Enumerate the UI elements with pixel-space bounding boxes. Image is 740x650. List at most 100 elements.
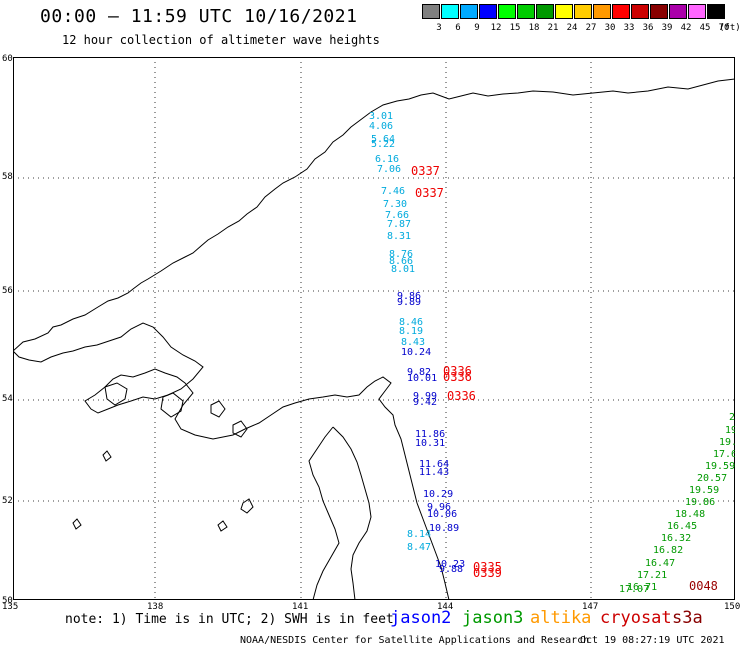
swh-obs-green: 16.45 <box>667 521 697 532</box>
scale-swatch-3 <box>422 4 440 19</box>
swh-obs-green: 17.67 <box>713 449 735 460</box>
scale-label: 42 <box>680 23 692 33</box>
pass-time-red: 0337 <box>415 186 444 200</box>
swh-obs-blue: 9.42 <box>413 397 437 408</box>
lon-label: 138 <box>147 602 164 612</box>
scale-swatch-36 <box>631 4 649 19</box>
scale-label: 39 <box>661 23 673 33</box>
scale-label: 21 <box>547 23 559 33</box>
swh-obs-blue: 10.29 <box>423 489 453 500</box>
swh-obs-green: 20.57 <box>697 473 727 484</box>
swh-obs-cyan: 8.01 <box>391 264 415 275</box>
scale-label: 15 <box>509 23 521 33</box>
scale-swatch-24 <box>555 4 573 19</box>
satellite-legend-s3a: s3a <box>672 608 703 628</box>
pass-time-red: 0337 <box>411 164 440 178</box>
lon-label: 144 <box>437 602 454 612</box>
scale-swatch-27 <box>574 4 592 19</box>
swh-obs-cyan: 4.06 <box>369 121 393 132</box>
lat-label: 50 <box>2 596 13 606</box>
sakhalin-island <box>308 426 372 600</box>
swh-obs-blue: 9.82 <box>407 367 431 378</box>
scale-label: 9 <box>474 23 480 33</box>
swh-obs-blue: 9.86 <box>397 291 421 302</box>
swh-obs-cyan: 3.01 <box>369 111 393 122</box>
scale-label: 24 <box>566 23 578 33</box>
swh-obs-cyan: 6.16 <box>375 154 399 165</box>
scale-label: 12 <box>490 23 502 33</box>
swh-obs-blue: 11.43 <box>419 467 449 478</box>
lat-label: 54 <box>2 394 13 404</box>
swh-obs-cyan: 8.47 <box>407 542 431 553</box>
pass-time-red: 0336 <box>447 389 476 403</box>
lon-label: 150 <box>724 602 740 612</box>
scale-swatch-30 <box>593 4 611 19</box>
scale-swatch-42 <box>669 4 687 19</box>
pass-time-red: 0336 <box>443 370 472 384</box>
scale-label: 30 <box>604 23 616 33</box>
swh-obs-cyan: 7.46 <box>381 186 405 197</box>
scale-label: 36 <box>642 23 654 33</box>
swh-obs-cyan: 8.14 <box>407 529 431 540</box>
swh-obs-green: 16.82 <box>653 545 683 556</box>
swh-obs-green: 19.59 <box>689 485 719 496</box>
pass-time-darkred: 0048 <box>689 579 718 593</box>
lon-label: 147 <box>582 602 599 612</box>
satellite-legend-altika: altika <box>530 608 592 628</box>
swh-obs-blue: 10.01 <box>407 373 437 384</box>
scale-swatch-33 <box>612 4 630 19</box>
swh-obs-cyan: 8.19 <box>399 326 423 337</box>
coastline-west-islands <box>72 382 254 532</box>
swh-obs-green: 17.07 <box>619 584 649 595</box>
lat-label: 52 <box>2 496 13 506</box>
swh-obs-cyan: 8.31 <box>387 231 411 242</box>
swh-obs-blue: 9.99 <box>413 391 437 402</box>
scale-swatch-70 <box>707 4 725 19</box>
footer-note: note: 1) Time is in UTC; 2) SWH is in fe… <box>65 612 394 627</box>
swh-obs-green: 19.4 <box>719 437 735 448</box>
scale-swatch-39 <box>650 4 668 19</box>
graticule <box>13 57 735 600</box>
swh-obs-cyan: 5.22 <box>371 139 395 150</box>
swh-obs-cyan: 7.30 <box>383 199 407 210</box>
scale-label: 45 <box>699 23 711 33</box>
lat-label: 56 <box>2 286 13 296</box>
scale-label: 18 <box>528 23 540 33</box>
swh-obs-cyan: 5.64 <box>371 134 395 145</box>
satellite-legend-jason3: jason3 <box>462 608 524 628</box>
map: 3.014.06 5.645.22 6.167.06 7.46 7.307.667.87… <box>13 57 735 600</box>
swh-obs-blue: 10.06 <box>427 509 457 520</box>
swh-obs-cyan: 8.43 <box>401 337 425 348</box>
satellite-legend-cryosat: cryosat <box>600 608 672 628</box>
swh-obs-cyan: 8.66 <box>389 256 413 267</box>
lat-label: 58 <box>2 172 13 182</box>
swh-obs-blue: 11.64 <box>419 459 449 470</box>
pass-time-red: 0335 <box>473 560 502 574</box>
scale-label: 33 <box>623 23 635 33</box>
swh-obs-blue: 9.96 <box>427 502 451 513</box>
map-frame <box>13 57 735 600</box>
scale-label: 3 <box>436 23 442 33</box>
lon-label: 135 <box>2 602 19 612</box>
swh-obs-green: 16.71 <box>627 582 657 593</box>
swh-obs-blue: 10.31 <box>415 438 445 449</box>
scale-label: 27 <box>585 23 597 33</box>
page-subtitle: 12 hour collection of altimeter wave hei… <box>62 33 380 47</box>
swh-obs-cyan: 7.06 <box>377 164 401 175</box>
scale-label: 70 <box>718 23 730 33</box>
page-title: 00:00 – 11:59 UTC 10/16/2021 <box>40 6 358 27</box>
swh-obs-green: 18.48 <box>675 509 705 520</box>
lon-label: 141 <box>292 602 309 612</box>
scale-swatch-9 <box>460 4 478 19</box>
pass-time-red: 0336 <box>443 364 472 378</box>
swh-obs-blue: 10.24 <box>401 347 431 358</box>
swh-obs-cyan: 7.87 <box>387 219 411 230</box>
swh-obs-green: 17.21 <box>637 570 667 581</box>
swh-obs-cyan: 7.66 <box>385 210 409 221</box>
swh-obs-green: 16.32 <box>661 533 691 544</box>
swh-obs-blue: 9.88 <box>439 564 463 575</box>
swh-obs-cyan: 8.46 <box>399 317 423 328</box>
scale-swatch-21 <box>536 4 554 19</box>
swh-obs-green: 19. <box>725 425 735 436</box>
swh-obs-blue: 10.89 <box>429 523 459 534</box>
